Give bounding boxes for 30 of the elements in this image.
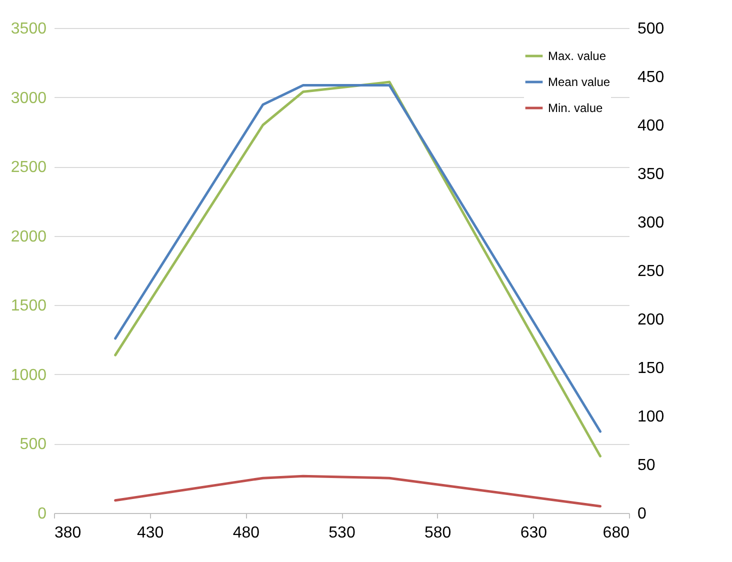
y2-tick-label: 300: [638, 214, 664, 232]
y2-tick-label: 100: [638, 408, 664, 426]
y2-tick-label: 50: [638, 457, 656, 474]
y-tick-label: 1000: [10, 366, 47, 384]
y-tick-label: 2000: [10, 228, 47, 246]
x-tick-label: 480: [232, 524, 260, 542]
line-series: [114, 474, 602, 508]
x-tick-label: 380: [54, 524, 82, 542]
x-tick-label: 680: [602, 524, 630, 542]
y2-tick-label: 250: [638, 263, 664, 280]
y2-tick-label: 400: [638, 118, 664, 134]
y-tick-label: 500: [20, 436, 47, 454]
legend-label: Min. value: [548, 101, 604, 115]
y-tick-label: 1500: [10, 298, 47, 315]
y-tick-label: 3500: [10, 20, 47, 38]
y2-tick-label: 0: [638, 506, 646, 522]
y2-tick-label: 450: [638, 69, 664, 86]
x-tick-label: 530: [328, 524, 356, 542]
y2-tick-label: 350: [638, 166, 664, 183]
x-tick-label: 630: [520, 524, 548, 542]
y2-tick-label: 150: [638, 360, 664, 377]
legend-label: Max. value: [548, 49, 606, 63]
x-tick-label: 430: [136, 524, 164, 542]
y2-tick-label: 200: [638, 312, 664, 328]
y-tick-label: 2500: [10, 159, 47, 176]
y2-tick-label: 500: [638, 20, 664, 38]
y-tick-label: 0: [38, 506, 47, 522]
x-tick-label: 580: [424, 524, 452, 542]
legend-label: Mean value: [548, 75, 610, 89]
y-tick-label: 3000: [10, 90, 47, 107]
